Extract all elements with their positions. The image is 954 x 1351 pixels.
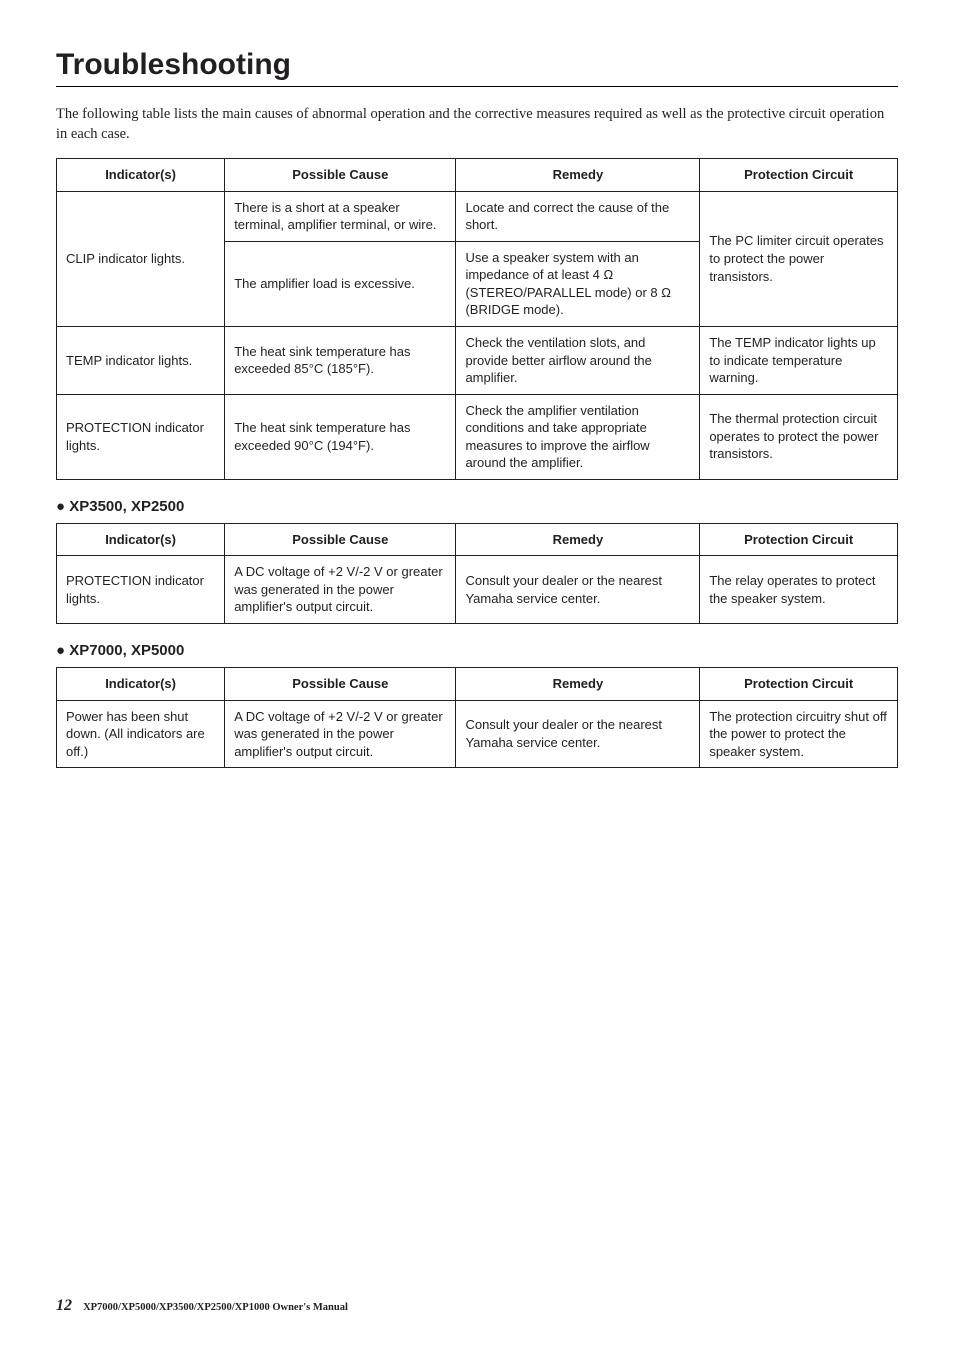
cell-remedy: Check the amplifier ventilation conditio…: [456, 394, 700, 479]
cell-indicator: Power has been shut down. (All indicator…: [57, 700, 225, 768]
table-row: TEMP indicator lights. The heat sink tem…: [57, 326, 898, 394]
col-header-cause: Possible Cause: [225, 523, 456, 556]
col-header-remedy: Remedy: [456, 159, 700, 192]
section-heading-xp3500: XP3500, XP2500: [56, 498, 898, 515]
col-header-cause: Possible Cause: [225, 667, 456, 700]
cell-cause: The heat sink temperature has exceeded 9…: [225, 394, 456, 479]
cell-remedy: Consult your dealer or the nearest Yamah…: [456, 556, 700, 624]
col-header-indicator: Indicator(s): [57, 523, 225, 556]
col-header-indicator: Indicator(s): [57, 159, 225, 192]
page-number: 12: [56, 1297, 72, 1314]
section-heading-xp7000: XP7000, XP5000: [56, 642, 898, 659]
cell-protection: The TEMP indicator lights up to indicate…: [700, 326, 898, 394]
cell-protection: The relay operates to protect the speake…: [700, 556, 898, 624]
troubleshooting-table-xp3500: Indicator(s) Possible Cause Remedy Prote…: [56, 523, 898, 624]
troubleshooting-table-xp7000: Indicator(s) Possible Cause Remedy Prote…: [56, 667, 898, 768]
cell-protection: The protection circuitry shut off the po…: [700, 700, 898, 768]
table-header-row: Indicator(s) Possible Cause Remedy Prote…: [57, 523, 898, 556]
doc-title: XP7000/XP5000/XP3500/XP2500/XP1000 Owner…: [83, 1302, 348, 1313]
cell-cause: There is a short at a speaker terminal, …: [225, 191, 456, 241]
cell-protection: The PC limiter circuit operates to prote…: [700, 191, 898, 326]
col-header-remedy: Remedy: [456, 523, 700, 556]
table-row: PROTECTION indicator lights. A DC voltag…: [57, 556, 898, 624]
cell-remedy: Check the ventilation slots, and provide…: [456, 326, 700, 394]
table-row: CLIP indicator lights. There is a short …: [57, 191, 898, 241]
table-row: Power has been shut down. (All indicator…: [57, 700, 898, 768]
col-header-cause: Possible Cause: [225, 159, 456, 192]
col-header-protection: Protection Circuit: [700, 159, 898, 192]
table-header-row: Indicator(s) Possible Cause Remedy Prote…: [57, 159, 898, 192]
cell-indicator: PROTECTION indicator lights.: [57, 394, 225, 479]
intro-text: The following table lists the main cause…: [56, 105, 898, 144]
col-header-indicator: Indicator(s): [57, 667, 225, 700]
cell-cause: A DC voltage of +2 V/-2 V or greater was…: [225, 700, 456, 768]
col-header-protection: Protection Circuit: [700, 523, 898, 556]
table-header-row: Indicator(s) Possible Cause Remedy Prote…: [57, 667, 898, 700]
troubleshooting-table-main: Indicator(s) Possible Cause Remedy Prote…: [56, 158, 898, 480]
table-row: PROTECTION indicator lights. The heat si…: [57, 394, 898, 479]
col-header-protection: Protection Circuit: [700, 667, 898, 700]
cell-cause: The amplifier load is excessive.: [225, 241, 456, 326]
cell-cause: A DC voltage of +2 V/-2 V or greater was…: [225, 556, 456, 624]
page-footer: 12 XP7000/XP5000/XP3500/XP2500/XP1000 Ow…: [56, 1297, 348, 1315]
title-rule: [56, 86, 898, 87]
cell-remedy: Use a speaker system with an impedance o…: [456, 241, 700, 326]
col-header-remedy: Remedy: [456, 667, 700, 700]
cell-protection: The thermal protection circuit operates …: [700, 394, 898, 479]
cell-cause: The heat sink temperature has exceeded 8…: [225, 326, 456, 394]
cell-remedy: Locate and correct the cause of the shor…: [456, 191, 700, 241]
cell-indicator: PROTECTION indicator lights.: [57, 556, 225, 624]
cell-indicator: TEMP indicator lights.: [57, 326, 225, 394]
cell-indicator: CLIP indicator lights.: [57, 191, 225, 326]
page-title: Troubleshooting: [56, 48, 898, 82]
cell-remedy: Consult your dealer or the nearest Yamah…: [456, 700, 700, 768]
